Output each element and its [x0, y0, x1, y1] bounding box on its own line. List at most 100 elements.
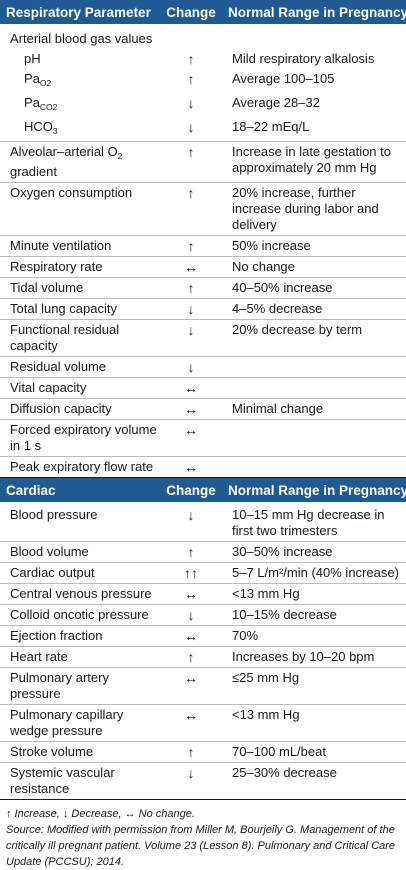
source-citation: Source: Modified with permission from Mi…: [6, 824, 396, 868]
table-row: Vital capacity ↔: [0, 377, 406, 399]
change-arrow: ↑: [187, 71, 195, 87]
physiology-table: Respiratory Parameter Change Normal Rang…: [0, 0, 406, 800]
change-arrow: ↔: [160, 583, 222, 605]
change-arrow: ↔: [160, 625, 222, 647]
parameter-name: Stroke volume: [0, 741, 160, 763]
normal-range: 70–100 mL/beat: [222, 741, 406, 763]
table-row: Systemic vascular resistance ↓ 25–30% decr…: [0, 762, 406, 800]
normal-range: No change: [222, 256, 406, 278]
parameter-name: Minute ventilation: [0, 235, 160, 257]
table-row: Diffusion capacity ↔ Minimal change: [0, 398, 406, 420]
respiratory-parameter-header: Respiratory Parameter: [0, 0, 160, 24]
table-row: Blood volume ↑ 30–50% increase: [0, 541, 406, 563]
change-arrow: ↑: [160, 646, 222, 668]
normal-range: 20% increase, further increase during la…: [222, 182, 406, 236]
change-arrow: ↓: [160, 356, 222, 378]
normal-range: [222, 356, 406, 378]
change-arrow: ↑↑: [160, 562, 222, 584]
parameter-name: Alveolar–arterial O2 gradient: [0, 141, 160, 183]
normal-range: <13 mm Hg: [222, 583, 406, 605]
parameter-name: Functional residual capacity: [0, 319, 160, 357]
table-row: Residual volume ↓: [0, 356, 406, 378]
normal-range: 4–5% decrease: [222, 298, 406, 320]
table-row: Blood pressure ↓ 10–15 mm Hg decrease in f…: [0, 502, 406, 542]
normal-range: 70%: [222, 625, 406, 647]
cardiac-change-header: Change: [160, 477, 222, 502]
normal-range: <13 mm Hg: [222, 704, 406, 742]
table-row: Heart rate ↑ Increases by 10–20 bpm: [0, 646, 406, 668]
change-arrow: ↑: [160, 741, 222, 763]
normal-range: ≤25 mm Hg: [222, 667, 406, 705]
normal-range: Mild respiratory alkalosis: [232, 51, 375, 66]
normal-range: Average 100–105: [232, 71, 335, 86]
change-arrow: ↓: [160, 604, 222, 626]
change-arrow: ↔: [160, 456, 222, 478]
parameter-name: pH: [24, 51, 41, 66]
table-row: Total lung capacity ↓ 4–5% decrease: [0, 298, 406, 320]
table-row: Colloid oncotic pressure ↓ 10–15% decrease: [0, 604, 406, 626]
parameter-name: Respiratory rate: [0, 256, 160, 278]
table-row: Peak expiratory flow rate ↔: [0, 456, 406, 478]
parameter-name: Tidal volume: [0, 277, 160, 299]
cardiac-range-header: Normal Range in Pregnancy: [222, 477, 406, 502]
change-arrow: ↑: [160, 541, 222, 563]
table-row: Ejection fraction ↔ 70%: [0, 625, 406, 647]
table-row: Tidal volume ↑ 40–50% increase: [0, 277, 406, 299]
normal-range: 10–15% decrease: [222, 604, 406, 626]
normal-range: Average 28–32: [232, 95, 320, 110]
change-arrow: ↓: [187, 95, 195, 111]
change-arrow: ↓: [160, 762, 222, 800]
parameter-name: Ejection fraction: [0, 625, 160, 647]
table-row: PaCO2 ↓ Average 28–32: [0, 93, 406, 117]
parameter-name: Heart rate: [0, 646, 160, 668]
normal-range: 18–22 mEq/L: [232, 119, 310, 134]
parameter-name: Blood pressure: [10, 507, 98, 522]
table-row: Pulmonary artery pressure ↔ ≤25 mm Hg: [0, 667, 406, 705]
change-arrow: ↑: [160, 182, 222, 236]
parameter-name: PaO2: [24, 71, 52, 88]
change-arrow: ↔: [160, 377, 222, 399]
table-row: Minute ventilation ↑ 50% increase: [0, 235, 406, 257]
change-arrow: ↔: [160, 256, 222, 278]
parameter-name: HCO3: [24, 119, 58, 136]
table-row: Oxygen consumption ↑ 20% increase, further…: [0, 182, 406, 236]
respiratory-change-header: Change: [160, 0, 222, 24]
normal-range: 40–50% increase: [222, 277, 406, 299]
table-footnote: ↑ Increase, ↓ Decrease, ↔ No change. Sou…: [0, 800, 406, 870]
change-arrow: ↑: [160, 235, 222, 257]
table-row: Functional residual capacity ↓ 20% decreas…: [0, 319, 406, 357]
change-arrow: ↓: [160, 319, 222, 357]
parameter-name: Forced expiratory volume in 1 s: [0, 419, 160, 457]
normal-range: Minimal change: [222, 398, 406, 420]
parameter-name: Vital capacity: [0, 377, 160, 399]
parameter-name: Oxygen consumption: [0, 182, 160, 236]
respiratory-range-header: Normal Range in Pregnancy: [222, 0, 406, 24]
change-arrow: ↔: [160, 704, 222, 742]
cardiac-header-row: Cardiac Change Normal Range in Pregnancy: [0, 477, 406, 502]
change-arrow: ↓: [160, 298, 222, 320]
arrow-legend: ↑ Increase, ↓ Decrease, ↔ No change.: [6, 808, 195, 820]
parameter-name: PaCO2: [24, 95, 58, 112]
table-row: HCO3 ↓ 18–22 mEq/L: [0, 117, 406, 142]
normal-range: [222, 377, 406, 399]
table-row: Central venous pressure ↔ <13 mm Hg: [0, 583, 406, 605]
parameter-name: Systemic vascular resistance: [0, 762, 160, 800]
parameter-name: Residual volume: [0, 356, 160, 378]
table-row: Cardiac output ↑↑ 5–7 L/m²/min (40% increa…: [0, 562, 406, 584]
parameter-name: Peak expiratory flow rate: [0, 456, 160, 478]
table-row: Alveolar–arterial O2 gradient ↑ Increase i…: [0, 141, 406, 183]
table-row: pH ↑ Mild respiratory alkalosis: [0, 49, 406, 69]
parameter-name: Pulmonary artery pressure: [0, 667, 160, 705]
table-row: PaO2 ↑ Average 100–105: [0, 69, 406, 93]
table-row: Forced expiratory volume in 1 s ↔: [0, 419, 406, 457]
change-arrow: ↓: [187, 119, 195, 135]
normal-range: 25–30% decrease: [222, 762, 406, 800]
normal-range: [222, 419, 406, 457]
normal-range: 20% decrease by term: [222, 319, 406, 357]
normal-range: 5–7 L/m²/min (40% increase): [222, 562, 406, 584]
respiratory-header-row: Respiratory Parameter Change Normal Rang…: [0, 0, 406, 24]
normal-range: 50% increase: [222, 235, 406, 257]
parameter-name: Diffusion capacity: [0, 398, 160, 420]
normal-range: Increases by 10–20 bpm: [222, 646, 406, 668]
